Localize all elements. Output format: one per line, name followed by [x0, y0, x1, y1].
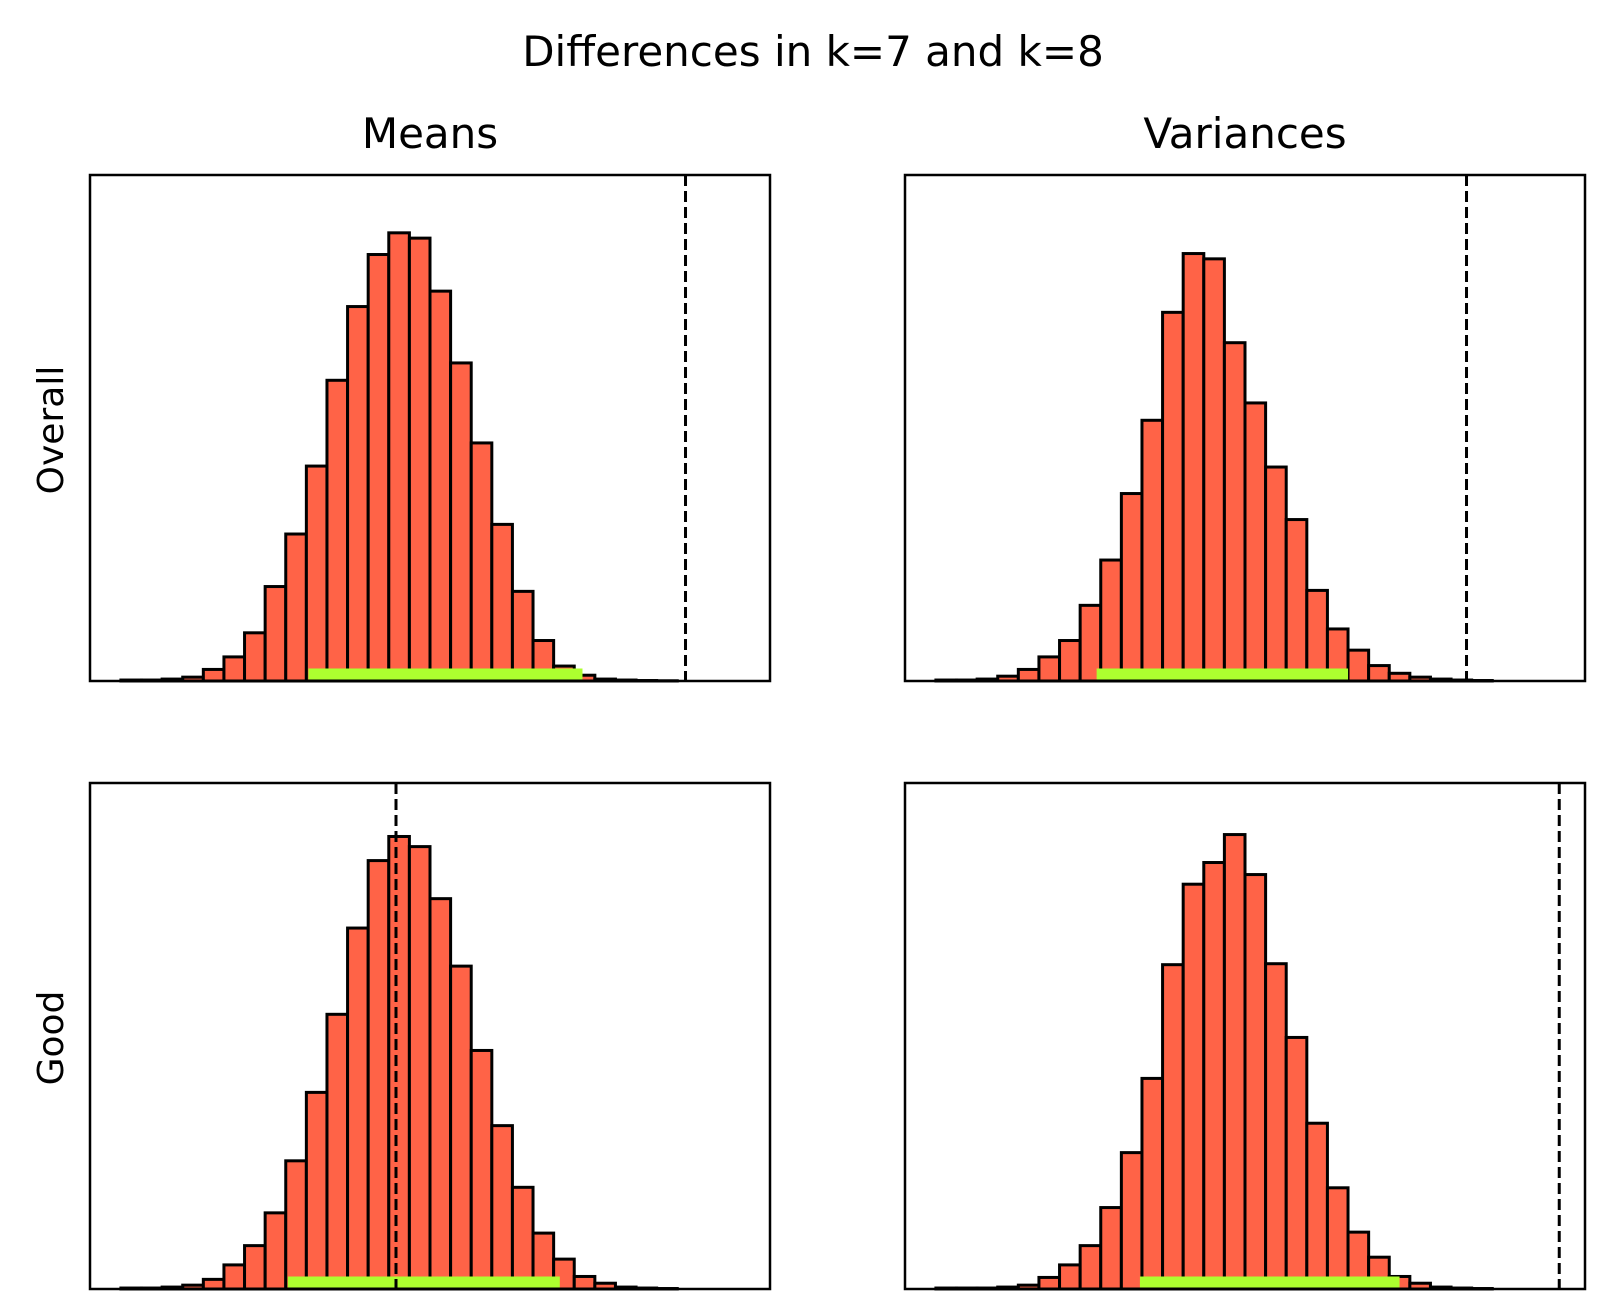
histogram-bar: [1140, 1076, 1165, 1291]
histogram-bar: [1264, 962, 1288, 1291]
panel-overall-means: [88, 173, 772, 683]
histogram-bar: [304, 1090, 329, 1291]
histogram-bar: [407, 845, 432, 1291]
histogram-bar: [1264, 465, 1288, 683]
histogram-bar: [572, 1274, 597, 1291]
histogram-bar: [1325, 1186, 1350, 1291]
histogram-bar: [284, 1159, 308, 1291]
histogram-bar: [1078, 1244, 1103, 1291]
histogram-bar: [284, 532, 308, 683]
histogram-bar: [1161, 310, 1185, 683]
column-title-variances: Variances: [1143, 109, 1346, 158]
histogram-bar: [428, 897, 453, 1291]
histogram-bar: [201, 1277, 226, 1291]
histogram-bar: [346, 926, 370, 1291]
figure-suptitle: Differences in k=7 and k=8: [522, 27, 1104, 76]
histogram-bar: [1058, 639, 1082, 683]
histogram-bar: [1284, 1035, 1309, 1291]
histogram-bar: [1181, 252, 1206, 683]
axes-frame: [88, 781, 772, 1291]
histogram-bar: [469, 441, 494, 683]
histogram-bar: [1222, 341, 1247, 683]
histogram-bar: [510, 1185, 535, 1291]
histogram-bar: [387, 834, 411, 1291]
histogram-bar: [325, 1012, 350, 1291]
histogram-bar: [243, 1244, 267, 1291]
histogram-bar: [490, 1124, 514, 1291]
histogram-bar: [449, 361, 473, 683]
histogram-bar: [387, 231, 411, 683]
histogram-bar: [510, 589, 535, 683]
panel-overall-variances: [903, 173, 1587, 683]
row-label-good: Good: [31, 991, 72, 1086]
histogram-bar: [1099, 558, 1123, 683]
histogram-bar: [469, 1048, 494, 1291]
histogram-bar: [1037, 655, 1062, 683]
histogram-bar: [1140, 418, 1165, 683]
histogram-bar: [1243, 401, 1268, 683]
histogram-bar: [407, 236, 432, 683]
histogram-bar: [263, 585, 288, 683]
histogram-bar: [1305, 1121, 1329, 1291]
histogram-bar: [222, 655, 247, 683]
histogram-bar: [490, 522, 514, 683]
histogram-bar: [1058, 1263, 1082, 1291]
axes-frame: [903, 173, 1587, 683]
histogram-bar: [1202, 257, 1226, 683]
histogram-bar: [1119, 1151, 1144, 1291]
panel-good-means: [88, 781, 772, 1291]
histogram-bar: [222, 1263, 247, 1291]
histogram-bar: [1016, 667, 1041, 683]
histogram-bar: [1161, 963, 1185, 1291]
histogram-bar: [325, 378, 350, 683]
histogram-bar: [263, 1211, 288, 1291]
histogram-bar: [304, 464, 329, 683]
histogram-bar: [428, 289, 453, 683]
histogram-bar: [1222, 833, 1247, 1291]
histogram-bar: [1367, 664, 1391, 683]
histogram-bar: [1037, 1275, 1062, 1291]
histogram-bar: [1346, 648, 1371, 683]
histogram-bar: [1202, 861, 1226, 1291]
histogram-bar: [201, 667, 226, 683]
panels-group: [88, 173, 1587, 1291]
histogram-bar: [366, 253, 391, 683]
histogram-bar: [1243, 873, 1268, 1291]
histogram-bar: [1284, 518, 1309, 683]
histogram-bar: [1305, 588, 1329, 683]
axes-frame: [88, 173, 772, 683]
panel-good-variances: [903, 781, 1587, 1291]
histogram-bar: [1181, 882, 1206, 1291]
column-title-means: Means: [362, 109, 498, 158]
histogram-bar: [1099, 1206, 1123, 1291]
histogram-bar: [1119, 492, 1144, 683]
axes-frame: [903, 781, 1587, 1291]
histogram-bar: [346, 305, 370, 683]
histogram-bar: [243, 631, 267, 683]
histogram-bar: [366, 859, 391, 1291]
row-label-overall: Overall: [31, 366, 72, 495]
histogram-bar: [449, 964, 473, 1291]
